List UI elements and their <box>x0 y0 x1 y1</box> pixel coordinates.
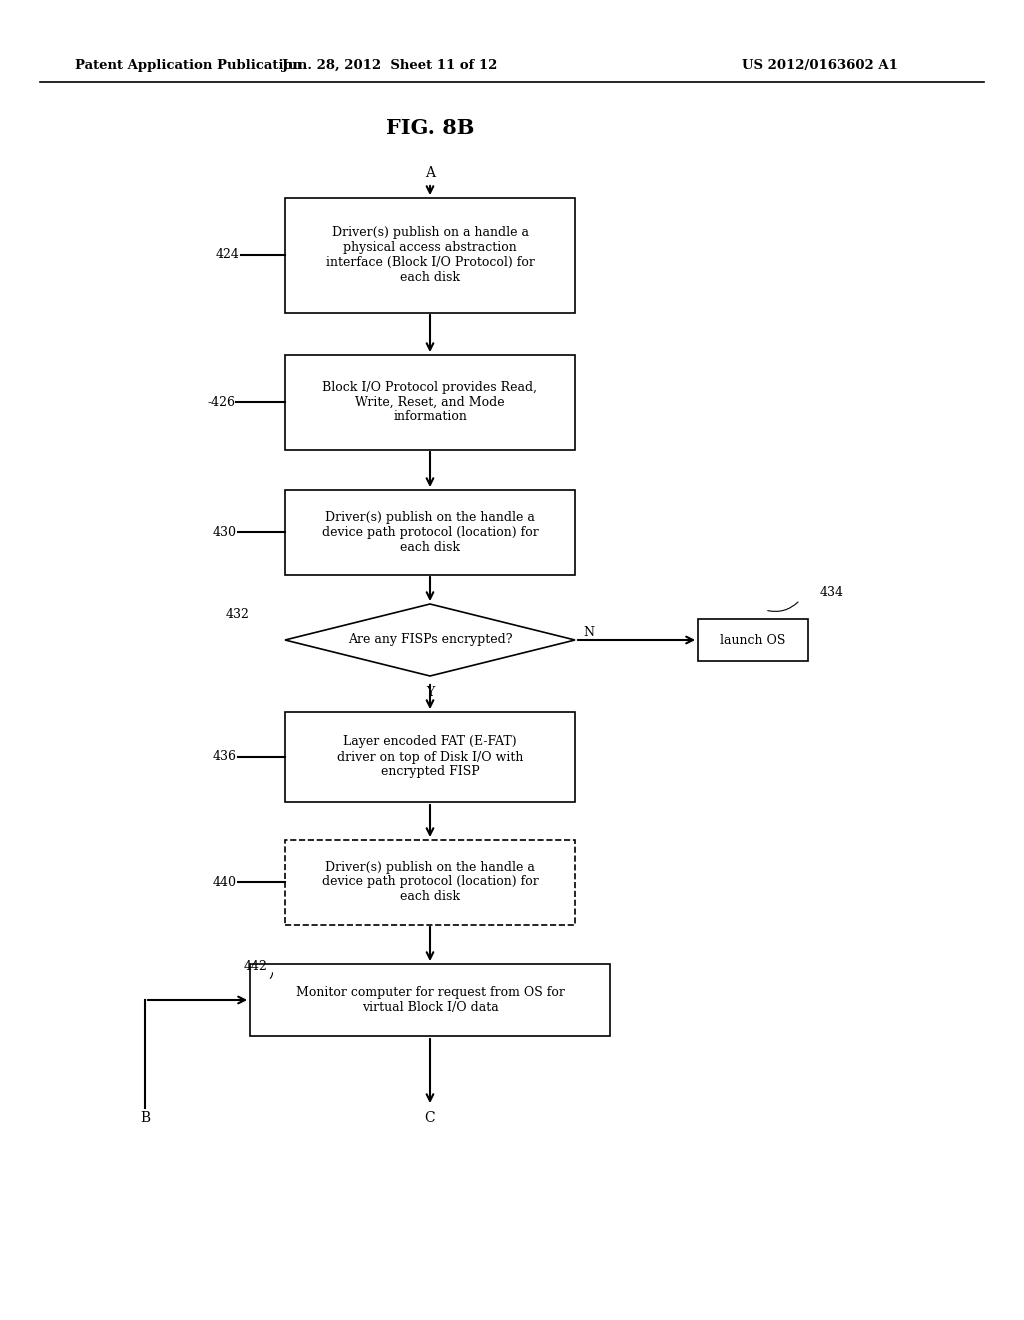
Text: 436: 436 <box>213 751 237 763</box>
Text: Patent Application Publication: Patent Application Publication <box>75 58 302 71</box>
Text: A: A <box>425 166 435 180</box>
Text: N: N <box>583 626 594 639</box>
FancyBboxPatch shape <box>285 355 575 450</box>
Text: Driver(s) publish on the handle a
device path protocol (location) for
each disk: Driver(s) publish on the handle a device… <box>322 861 539 903</box>
Text: launch OS: launch OS <box>720 634 785 647</box>
Text: 434: 434 <box>820 586 844 598</box>
Text: 442: 442 <box>244 960 268 973</box>
Text: Driver(s) publish on the handle a
device path protocol (location) for
each disk: Driver(s) publish on the handle a device… <box>322 511 539 553</box>
Text: C: C <box>425 1111 435 1125</box>
Text: US 2012/0163602 A1: US 2012/0163602 A1 <box>742 58 898 71</box>
FancyBboxPatch shape <box>250 964 610 1036</box>
FancyBboxPatch shape <box>698 619 808 661</box>
Text: 424: 424 <box>216 248 240 261</box>
Text: -426: -426 <box>207 396 234 408</box>
FancyBboxPatch shape <box>285 711 575 803</box>
Polygon shape <box>285 605 575 676</box>
Text: Jun. 28, 2012  Sheet 11 of 12: Jun. 28, 2012 Sheet 11 of 12 <box>283 58 498 71</box>
Text: B: B <box>140 1111 151 1125</box>
Text: FIG. 8B: FIG. 8B <box>386 117 474 139</box>
Text: 430: 430 <box>213 525 237 539</box>
Text: 440: 440 <box>213 875 237 888</box>
Text: Layer encoded FAT (E-FAT)
driver on top of Disk I/O with
encrypted FISP: Layer encoded FAT (E-FAT) driver on top … <box>337 735 523 779</box>
Text: Are any FISPs encrypted?: Are any FISPs encrypted? <box>348 634 512 647</box>
Text: Block I/O Protocol provides Read,
Write, Reset, and Mode
information: Block I/O Protocol provides Read, Write,… <box>323 380 538 424</box>
FancyBboxPatch shape <box>285 490 575 574</box>
FancyBboxPatch shape <box>285 198 575 313</box>
Text: 432: 432 <box>226 609 250 622</box>
FancyBboxPatch shape <box>285 840 575 924</box>
Text: Monitor computer for request from OS for
virtual Block I/O data: Monitor computer for request from OS for… <box>296 986 564 1014</box>
Text: Driver(s) publish on a handle a
physical access abstraction
interface (Block I/O: Driver(s) publish on a handle a physical… <box>326 226 535 284</box>
Text: Y: Y <box>426 685 434 698</box>
